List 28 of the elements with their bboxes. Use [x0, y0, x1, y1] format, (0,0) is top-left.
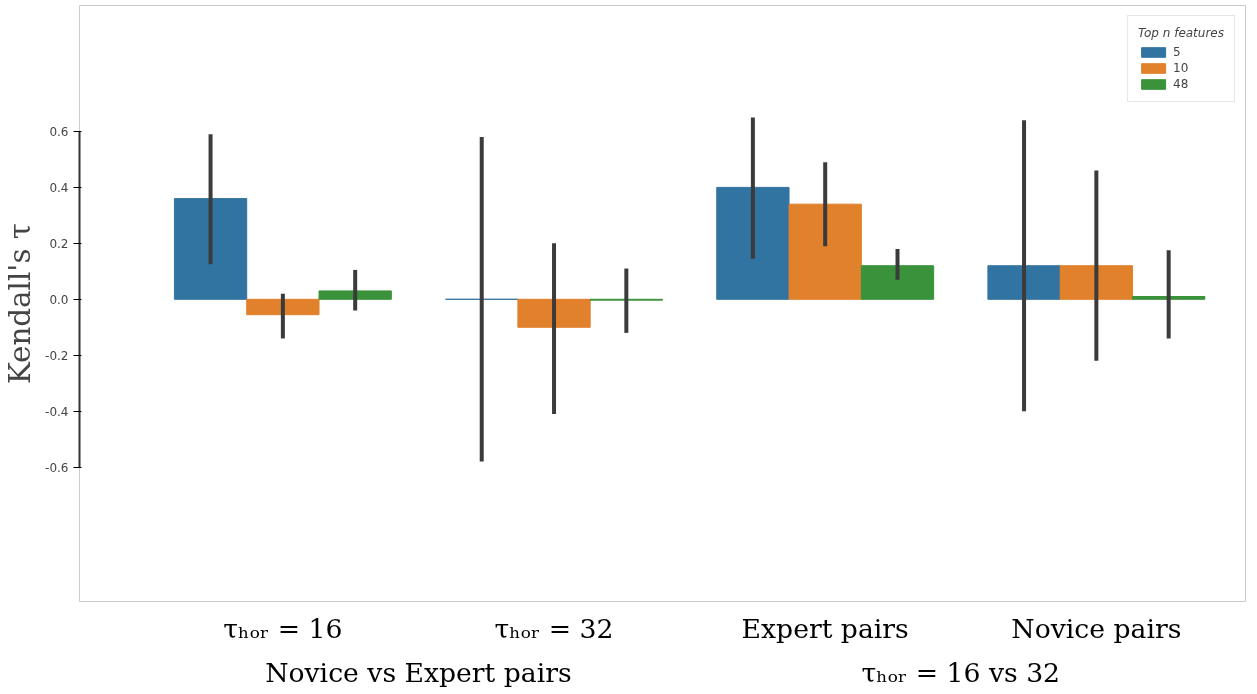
bar [1132, 296, 1206, 300]
x-tick-label: τₕₒᵣ = 32 [494, 612, 614, 644]
bar [1059, 265, 1134, 300]
y-tick-label: -0.6 [45, 460, 69, 475]
bar [716, 186, 790, 300]
y-tick-label: -0.2 [45, 348, 69, 363]
bar [246, 298, 320, 316]
bar [517, 298, 591, 328]
x-tick-label: τₕₒᵣ = 16 [223, 612, 343, 644]
legend-label: 10 [1173, 61, 1190, 75]
y-axis-title: Kendall's τ [3, 222, 38, 385]
x-tick-label: Novice pairs [1011, 612, 1182, 644]
bar [173, 198, 248, 300]
y-tick-label: 0.6 [49, 124, 69, 139]
bar [860, 265, 935, 300]
legend-title: Top n features [1138, 26, 1224, 40]
legend-label: 48 [1173, 77, 1190, 91]
bar [987, 265, 1061, 300]
y-tick-label: -0.4 [45, 404, 69, 419]
legend-label: 5 [1173, 45, 1182, 59]
y-tick-label: 0.0 [49, 292, 69, 307]
y-tick-label: 0.2 [49, 236, 69, 251]
bar [788, 203, 862, 300]
y-tick-label: 0.4 [49, 180, 69, 195]
text: τₕₒᵣ = 16 vs 32 [861, 656, 1061, 688]
x-tick-label: Expert pairs [741, 612, 909, 644]
bar [318, 290, 392, 300]
text: Novice vs Expert pairs [265, 656, 572, 688]
